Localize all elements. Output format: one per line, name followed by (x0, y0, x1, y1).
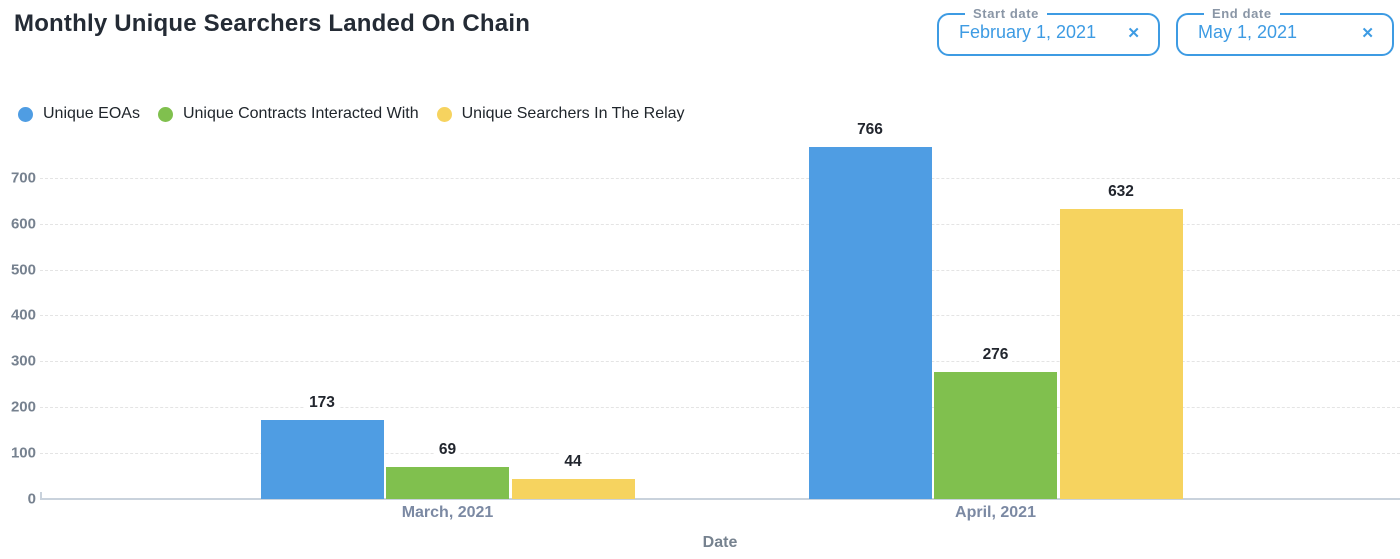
x-tick-label: April, 2021 (955, 504, 1036, 521)
legend-swatch-icon (18, 106, 33, 122)
legend-item-unique-contracts[interactable]: Unique Contracts Interacted With (157, 105, 419, 123)
start-date-picker[interactable]: Start date February 1, 2021 ✕ (937, 6, 1160, 56)
end-date-picker[interactable]: End date May 1, 2021 ✕ (1176, 6, 1394, 56)
start-date-label: Start date (973, 6, 1039, 21)
legend-swatch-icon (436, 106, 452, 122)
y-tick-label: 400 (10, 306, 36, 324)
bar-value-label: 276 (978, 346, 1013, 364)
y-tick-label: 500 (10, 261, 36, 278)
x-tick-label: March, 2021 (401, 504, 494, 521)
gridline (40, 269, 1400, 271)
clear-icon[interactable]: ✕ (1127, 24, 1140, 42)
bar[interactable] (511, 479, 635, 499)
chart-legend: Unique EOAs Unique Contracts Interacted … (18, 105, 685, 123)
gridline (40, 407, 1400, 409)
legend-item-unique-searchers-relay[interactable]: Unique Searchers In The Relay (436, 105, 685, 123)
bar-value-label: 173 (305, 394, 339, 412)
y-tick-label: 600 (10, 215, 36, 233)
bar[interactable] (386, 467, 509, 499)
gridline (40, 223, 1400, 225)
legend-label: Unique Contracts Interacted With (182, 105, 419, 122)
end-date-value[interactable]: May 1, 2021 (1198, 22, 1298, 42)
x-axis-line (40, 498, 1400, 500)
bar-value-label: 632 (1104, 183, 1138, 201)
end-date-label: End date (1212, 6, 1272, 21)
gridline (40, 361, 1400, 363)
bar-value-label: 766 (853, 121, 887, 139)
y-tick-label: 700 (10, 169, 36, 187)
bar[interactable] (260, 420, 384, 499)
legend-label: Unique EOAs (43, 105, 140, 122)
x-axis-title: Date (702, 534, 738, 551)
y-tick-label: 100 (10, 444, 36, 462)
y-axis-origin-tick (40, 492, 42, 500)
bar[interactable] (1059, 209, 1183, 499)
bar-value-label: 44 (560, 453, 586, 471)
y-tick-label: 0 (27, 490, 36, 508)
legend-swatch-icon (157, 106, 173, 122)
legend-label: Unique Searchers In The Relay (461, 105, 685, 122)
bar[interactable] (808, 147, 932, 499)
gridline (40, 315, 1400, 317)
gridline (40, 453, 1400, 455)
y-tick-label: 300 (10, 352, 36, 370)
gridline (40, 177, 1400, 179)
bar-value-label: 69 (434, 441, 461, 459)
y-tick-label: 200 (10, 398, 36, 416)
start-date-value[interactable]: February 1, 2021 (959, 22, 1097, 42)
page-title: Monthly Unique Searchers Landed On Chain (14, 10, 531, 37)
clear-icon[interactable]: ✕ (1361, 24, 1374, 42)
bar[interactable] (934, 372, 1057, 499)
legend-item-unique-eoas[interactable]: Unique EOAs (18, 105, 140, 123)
